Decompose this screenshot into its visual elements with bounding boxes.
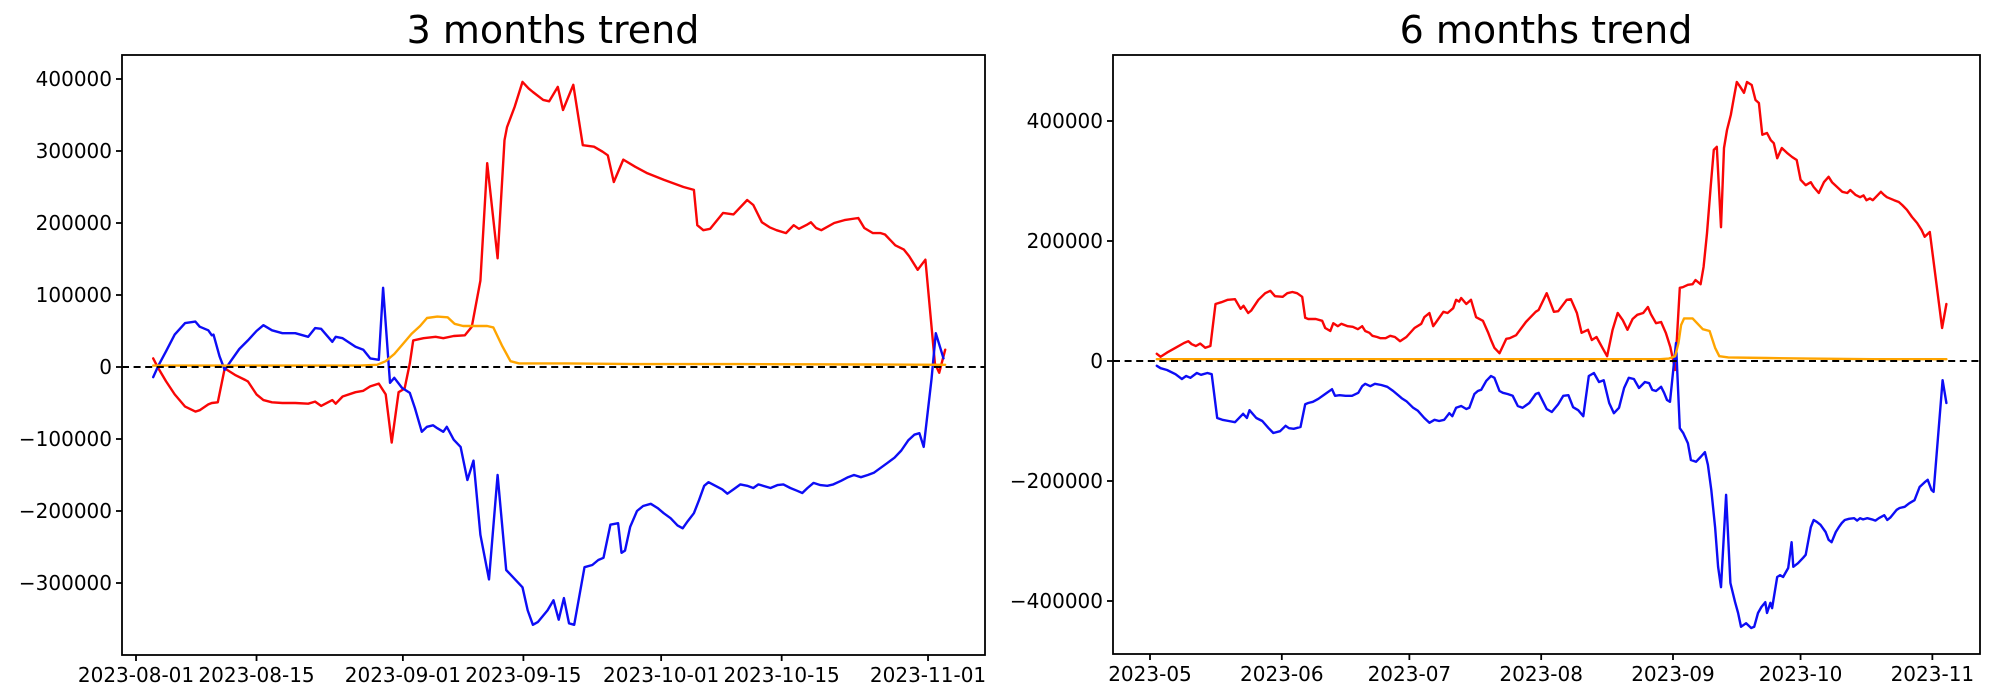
y-tick-label: −400000 [1010, 589, 1103, 613]
x-tick-label: 2023-10 [1759, 662, 1843, 686]
series-line-blue [151, 286, 945, 626]
y-tick-label: 200000 [36, 211, 112, 235]
y-tick-label: −200000 [1010, 469, 1103, 493]
x-tick-label: 2023-09-15 [465, 663, 581, 687]
series-line-orange [151, 315, 947, 367]
panel-6-months: 6 months trend 400000 200000 0 −200000 −4000… [1000, 0, 2000, 700]
y-tick-label: 300000 [36, 139, 112, 163]
x-tick-label: 2023-06 [1240, 662, 1324, 686]
x-tick-label: 2023-08 [1499, 662, 1583, 686]
series-line-blue [1155, 341, 1948, 630]
y-tick-label: 100000 [36, 283, 112, 307]
y-tick-label: 200000 [1027, 229, 1103, 253]
y-tick-label: −100000 [19, 427, 112, 451]
panel-3-months: 3 months trend 400000 300000 200000 100000 0… [19, 8, 986, 687]
chart-title-3-months: 3 months trend [406, 8, 700, 52]
plot-spines [1112, 54, 1981, 655]
x-tick-label: 2023-08-15 [198, 663, 314, 687]
y-tick-label: 0 [99, 355, 112, 379]
x-tick-label: 2023-09 [1631, 662, 1715, 686]
x-tick-label: 2023-07 [1368, 662, 1452, 686]
x-tick-label: 2023-10-15 [724, 663, 840, 687]
x-tick-label: 2023-05 [1108, 662, 1192, 686]
x-tick-label: 2023-11-01 [870, 663, 986, 687]
chart-6-months-trend: 400000 200000 0 −200000 −400000 2023-05 2023-0… [1010, 54, 1981, 686]
y-tick-label: 400000 [36, 67, 112, 91]
series-line-orange [1155, 317, 1948, 361]
y-tick-label: −200000 [19, 499, 112, 523]
x-tick-label: 2023-10-01 [603, 663, 719, 687]
chart-title-6-months: 6 months trend [1399, 8, 1693, 52]
y-tick-label: −300000 [19, 571, 112, 595]
plot-spines [121, 54, 986, 656]
chart-3-months-trend: 400000 300000 200000 100000 0 −100000 −200000 −… [19, 54, 986, 687]
x-tick-label: 2023-09-01 [345, 663, 461, 687]
series-line-red [1155, 80, 1948, 372]
y-tick-label: 0 [1090, 349, 1103, 373]
x-tick-label: 2023-11 [1891, 662, 1975, 686]
x-tick-label: 2023-08-01 [78, 663, 194, 687]
y-tick-label: 400000 [1027, 109, 1103, 133]
series-line-red [151, 80, 947, 444]
